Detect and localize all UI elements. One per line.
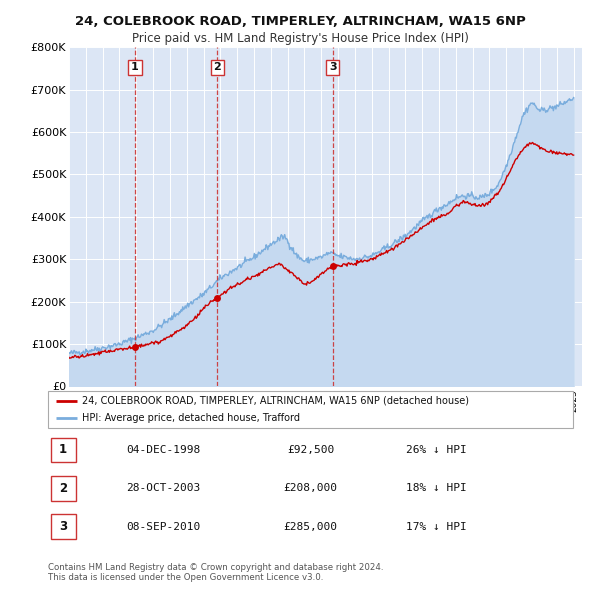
Text: 04-DEC-1998: 04-DEC-1998 [127, 445, 200, 455]
Text: 17% ↓ HPI: 17% ↓ HPI [406, 522, 467, 532]
Text: 18% ↓ HPI: 18% ↓ HPI [406, 483, 467, 493]
FancyBboxPatch shape [50, 438, 76, 462]
Text: 24, COLEBROOK ROAD, TIMPERLEY, ALTRINCHAM, WA15 6NP: 24, COLEBROOK ROAD, TIMPERLEY, ALTRINCHA… [74, 15, 526, 28]
Text: 3: 3 [59, 520, 67, 533]
Text: Price paid vs. HM Land Registry's House Price Index (HPI): Price paid vs. HM Land Registry's House … [131, 32, 469, 45]
Text: 2: 2 [214, 63, 221, 73]
Text: £285,000: £285,000 [284, 522, 337, 532]
Text: 2: 2 [59, 481, 67, 495]
Text: 1: 1 [59, 443, 67, 457]
Text: 1: 1 [131, 63, 139, 73]
Text: 3: 3 [329, 63, 337, 73]
Text: 28-OCT-2003: 28-OCT-2003 [127, 483, 200, 493]
Text: 26% ↓ HPI: 26% ↓ HPI [406, 445, 467, 455]
Text: 24, COLEBROOK ROAD, TIMPERLEY, ALTRINCHAM, WA15 6NP (detached house): 24, COLEBROOK ROAD, TIMPERLEY, ALTRINCHA… [82, 396, 469, 406]
Text: 08-SEP-2010: 08-SEP-2010 [127, 522, 200, 532]
Text: Contains HM Land Registry data © Crown copyright and database right 2024.
This d: Contains HM Land Registry data © Crown c… [48, 563, 383, 582]
FancyBboxPatch shape [50, 514, 76, 539]
Text: £92,500: £92,500 [287, 445, 334, 455]
Text: HPI: Average price, detached house, Trafford: HPI: Average price, detached house, Traf… [82, 413, 300, 423]
Text: £208,000: £208,000 [284, 483, 337, 493]
FancyBboxPatch shape [50, 476, 76, 500]
